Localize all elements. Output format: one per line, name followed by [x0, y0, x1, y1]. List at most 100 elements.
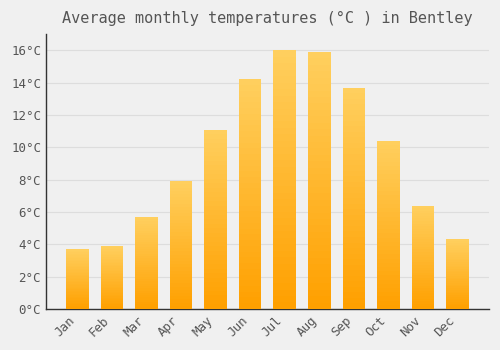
Bar: [135, 288, 158, 290]
Bar: [342, 265, 365, 270]
Bar: [446, 285, 469, 286]
Bar: [239, 85, 262, 91]
Bar: [204, 282, 227, 287]
Bar: [342, 198, 365, 204]
Bar: [342, 204, 365, 209]
Bar: [135, 260, 158, 263]
Bar: [100, 256, 123, 257]
Bar: [135, 222, 158, 224]
Bar: [274, 244, 296, 251]
Bar: [412, 255, 434, 257]
Bar: [239, 246, 262, 252]
Bar: [204, 201, 227, 206]
Bar: [66, 294, 88, 295]
Bar: [170, 261, 192, 264]
Bar: [412, 299, 434, 301]
Bar: [308, 277, 330, 283]
Bar: [308, 193, 330, 200]
Bar: [274, 302, 296, 309]
Bar: [239, 131, 262, 137]
Bar: [204, 241, 227, 246]
Bar: [66, 274, 88, 276]
Bar: [204, 134, 227, 139]
Bar: [377, 246, 400, 250]
Bar: [412, 306, 434, 309]
Bar: [308, 219, 330, 225]
Bar: [204, 183, 227, 188]
Bar: [446, 307, 469, 309]
Bar: [342, 303, 365, 309]
Bar: [274, 57, 296, 63]
Bar: [308, 129, 330, 135]
Bar: [239, 229, 262, 235]
Bar: [204, 210, 227, 215]
Bar: [239, 211, 262, 217]
Bar: [204, 179, 227, 183]
Bar: [66, 249, 88, 309]
Bar: [135, 295, 158, 298]
Bar: [170, 216, 192, 219]
Bar: [204, 130, 227, 134]
Bar: [342, 226, 365, 231]
Bar: [274, 154, 296, 160]
Bar: [239, 188, 262, 194]
Bar: [66, 282, 88, 284]
Bar: [274, 193, 296, 199]
Bar: [274, 251, 296, 257]
Bar: [377, 233, 400, 238]
Bar: [342, 209, 365, 215]
Bar: [100, 303, 123, 304]
Bar: [377, 170, 400, 175]
Bar: [308, 206, 330, 212]
Bar: [377, 145, 400, 149]
Bar: [308, 91, 330, 97]
Bar: [412, 208, 434, 211]
Bar: [170, 252, 192, 255]
Bar: [66, 258, 88, 260]
Bar: [135, 281, 158, 284]
Bar: [446, 239, 469, 241]
Bar: [377, 162, 400, 166]
Bar: [274, 289, 296, 296]
Bar: [170, 302, 192, 306]
Bar: [66, 303, 88, 304]
Bar: [446, 306, 469, 307]
Bar: [204, 130, 227, 309]
Bar: [66, 285, 88, 287]
Bar: [100, 262, 123, 263]
Bar: [412, 216, 434, 218]
Bar: [239, 217, 262, 223]
Bar: [412, 247, 434, 250]
Bar: [342, 88, 365, 309]
Bar: [342, 176, 365, 182]
Bar: [446, 295, 469, 297]
Bar: [308, 264, 330, 271]
Bar: [66, 255, 88, 257]
Bar: [204, 291, 227, 295]
Bar: [239, 97, 262, 103]
Bar: [170, 219, 192, 223]
Bar: [135, 254, 158, 256]
Bar: [100, 246, 123, 247]
Bar: [135, 304, 158, 307]
Bar: [377, 259, 400, 263]
Bar: [412, 273, 434, 275]
Bar: [170, 188, 192, 191]
Bar: [308, 52, 330, 58]
Bar: [446, 260, 469, 262]
Bar: [308, 65, 330, 71]
Bar: [342, 215, 365, 220]
Bar: [342, 137, 365, 143]
Bar: [100, 270, 123, 271]
Bar: [446, 302, 469, 304]
Bar: [308, 103, 330, 110]
Bar: [342, 126, 365, 132]
Bar: [446, 248, 469, 250]
Bar: [377, 271, 400, 275]
Bar: [342, 287, 365, 292]
Bar: [204, 246, 227, 251]
Bar: [446, 272, 469, 274]
Bar: [100, 249, 123, 251]
Bar: [135, 293, 158, 295]
Bar: [377, 166, 400, 170]
